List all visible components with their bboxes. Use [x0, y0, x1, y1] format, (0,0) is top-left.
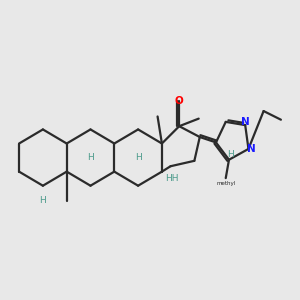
- Text: N: N: [241, 117, 250, 127]
- Text: N: N: [247, 144, 256, 154]
- Text: HH: HH: [165, 174, 178, 183]
- Text: H: H: [135, 153, 142, 162]
- Text: H: H: [87, 153, 94, 162]
- Text: methyl: methyl: [216, 181, 236, 186]
- Text: O: O: [175, 96, 184, 106]
- Text: H: H: [227, 150, 233, 159]
- Text: H: H: [40, 196, 46, 206]
